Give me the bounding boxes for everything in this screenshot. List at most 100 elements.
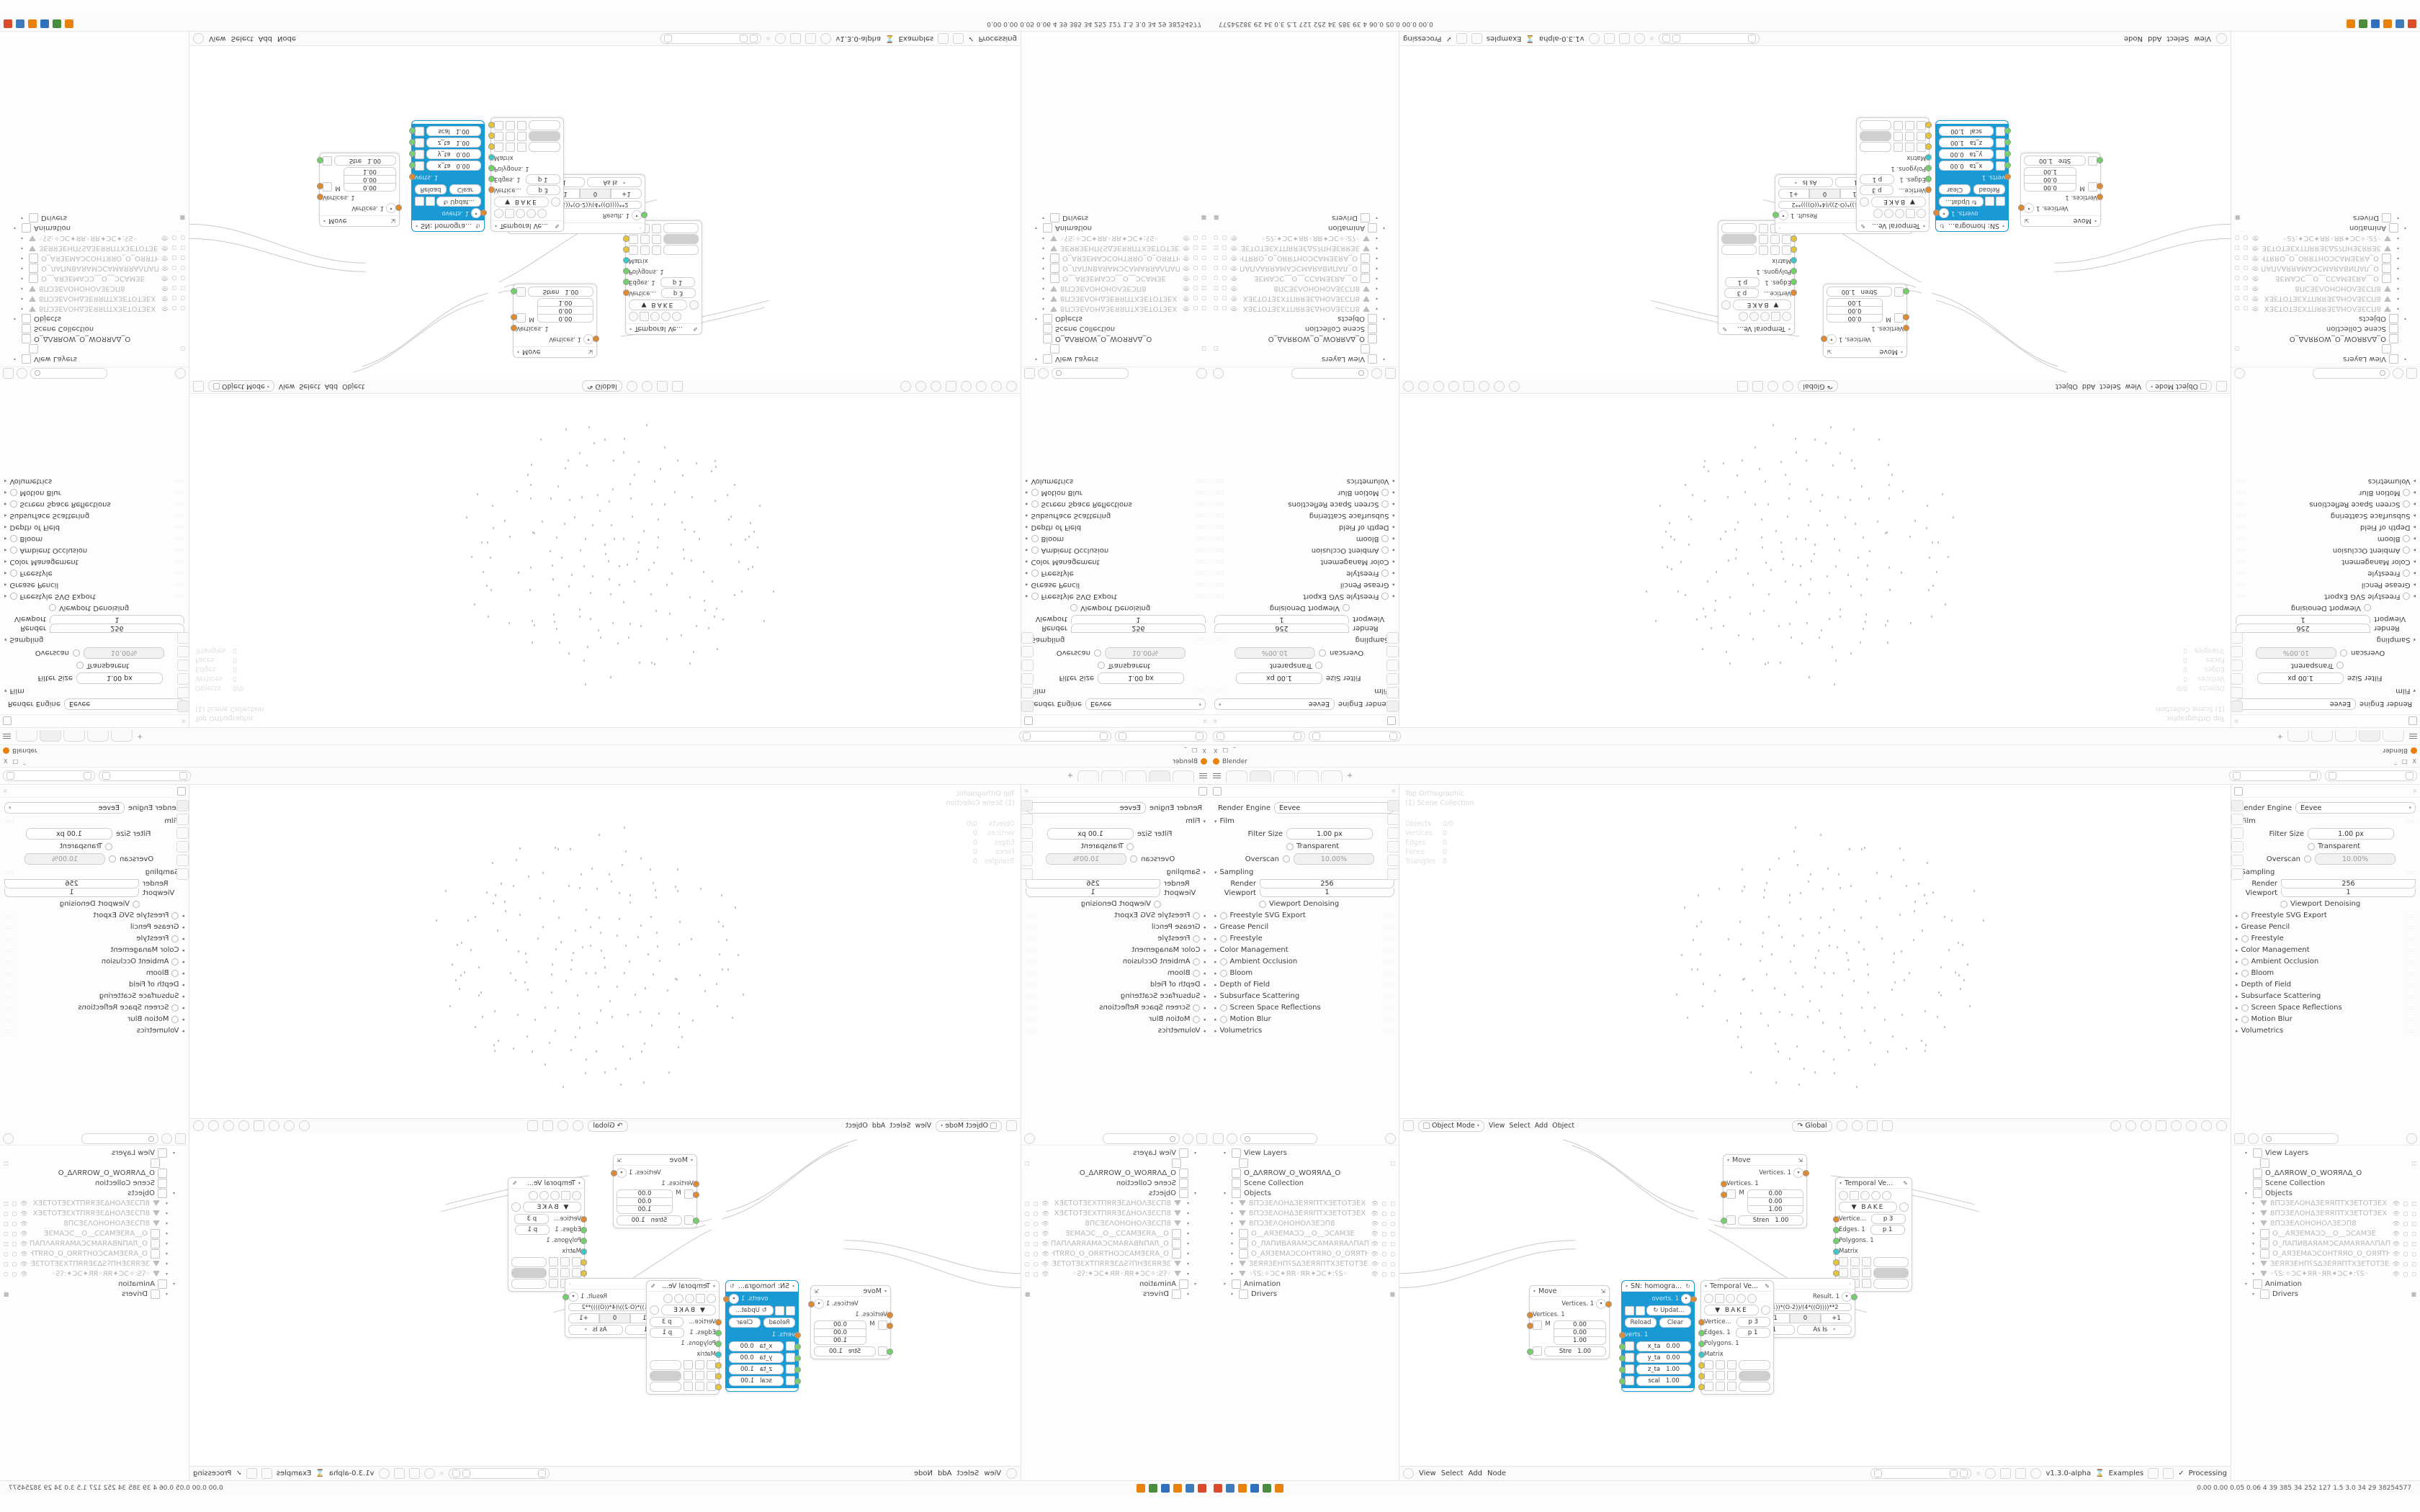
edit-pencil-icon[interactable]: ✎ <box>555 222 560 230</box>
matrix-value-z[interactable]: 1.00 <box>1554 1337 1606 1345</box>
eye-icon[interactable]: 👁 <box>2392 1260 2400 1267</box>
tab-output[interactable] <box>1386 814 1399 825</box>
eye-icon[interactable]: 👁 <box>1182 295 1190 302</box>
panel-enable-checkbox[interactable] <box>2241 1015 2249 1023</box>
strength-field[interactable]: Stre 1.00 <box>334 156 396 166</box>
viewport-denoising-checkbox[interactable] <box>2364 604 2371 612</box>
grid-icon[interactable] <box>1917 132 1926 141</box>
expand-arrow-icon[interactable]: ▾ <box>1375 306 1378 312</box>
scalar-icon[interactable] <box>1894 287 1904 297</box>
panel-enable-checkbox[interactable] <box>1193 935 1201 942</box>
screen-icon[interactable]: ◻ <box>1381 1200 1387 1207</box>
outliner-row[interactable]: ▾ Animation <box>0 1279 189 1289</box>
filter-size-input[interactable]: 1.00 px <box>76 672 163 684</box>
node-socket-dot[interactable] <box>1833 1259 1839 1266</box>
overscan-checkbox[interactable] <box>73 649 80 657</box>
sampling-viewport-input[interactable]: 1 <box>1026 888 1160 897</box>
collapsed-panel-10[interactable]: ▸ Volumetrics:::: <box>1026 477 1206 485</box>
camera-icon[interactable]: ◻ <box>4 1230 9 1237</box>
bake-button[interactable]: ▼ BAKE <box>1704 1305 1759 1315</box>
screen-icon[interactable]: ◻ <box>1193 275 1198 282</box>
node-socket-dot[interactable] <box>1833 1270 1839 1277</box>
transparent-row[interactable]: Transparent <box>1214 842 1394 850</box>
mode-selector[interactable]: Object Mode ▾ <box>936 1120 1002 1132</box>
node-move-upper[interactable]: ▾ Move ⇲ Vertices. 1 ▾ Vertices. 1 M 0.00 0.00 1.… <box>1721 1154 1809 1228</box>
outliner-row[interactable]: ▾ ◦ʕSː✧ƆC✦ЯR◦ЯR✦ƆC✦ːʕS◦ 👁 ◻ ◻ <box>0 1269 189 1279</box>
collapsed-panel-9[interactable]: ▸ Motion Blur:::: <box>1026 1015 1206 1023</box>
expand-arrow-icon[interactable]: ▾ <box>2252 1200 2255 1206</box>
segment-plus-one[interactable]: +1 <box>1821 1313 1852 1323</box>
collapse-icon[interactable]: ▾ <box>416 223 418 229</box>
refresh-icon[interactable] <box>672 312 681 321</box>
app-icon-3[interactable] <box>2383 19 2392 28</box>
eye-icon[interactable]: 👁 <box>20 1260 28 1267</box>
panel-enable-checkbox[interactable] <box>9 546 17 554</box>
outliner-row[interactable]: O_ΔΛЯROW_O_WOЯЯΛΔ_O <box>0 1168 189 1178</box>
menu-view[interactable]: View <box>278 382 295 390</box>
scalar-icon[interactable] <box>516 287 526 297</box>
menu-add[interactable]: Add <box>871 1122 886 1130</box>
collapsed-panel-2[interactable]: ▸ Freestyle:::: <box>4 570 184 577</box>
tree-icon[interactable] <box>652 224 661 233</box>
screen-icon[interactable]: ◻ <box>1193 245 1198 252</box>
outliner-row[interactable]: ◻ <box>0 344 189 354</box>
editor-type-icon[interactable] <box>1024 368 1035 379</box>
app-icon-5[interactable] <box>1263 1484 1271 1493</box>
node-socket-dot[interactable] <box>693 1181 699 1187</box>
script-refresh-icon[interactable]: ↻ <box>1940 222 1945 230</box>
app-icon-5[interactable] <box>2359 19 2367 28</box>
matrix-value-x[interactable]: 0.00 <box>344 183 396 192</box>
viewport-denoising-row[interactable]: Viewport Denoising <box>1214 900 1394 908</box>
outliner-row[interactable]: ◻ <box>1021 344 1210 354</box>
strength-field[interactable]: Stren 1.00 <box>1738 1215 1803 1225</box>
menu-add[interactable]: Add <box>1534 1122 1549 1130</box>
camera-icon[interactable]: ◻ <box>2411 1200 2416 1207</box>
script-icon[interactable] <box>2148 1468 2159 1479</box>
menu-view[interactable]: View <box>1419 1470 1436 1477</box>
viewport-denoising-row[interactable]: Viewport Denoising <box>1214 604 1394 612</box>
shading-rendered-icon[interactable] <box>1402 381 1414 392</box>
node-socket-dot[interactable] <box>2097 157 2103 163</box>
node-socket-dot[interactable] <box>488 186 495 193</box>
expand-arrow-icon[interactable]: ▾ <box>1035 316 1038 322</box>
collapse-icon[interactable]: ▾ <box>1839 1180 1842 1186</box>
expand-arrow-icon[interactable]: ▾ <box>2396 276 2399 282</box>
output-dropdown-icon[interactable]: ▾ <box>471 208 481 219</box>
list-icon[interactable] <box>640 235 650 244</box>
camera-icon[interactable]: ◻ <box>1025 1260 1030 1267</box>
panel-enable-checkbox[interactable] <box>171 1004 179 1012</box>
outliner-row[interactable]: ▾ Drivers ■ <box>0 1289 189 1299</box>
collapsed-panel-10[interactable]: ▸ Volumetrics:::: <box>2236 477 2416 485</box>
collapsed-panel-5[interactable]: ▸ Bloom:::: <box>4 535 184 543</box>
node-socket-dot[interactable] <box>1619 1367 1626 1373</box>
outliner-row[interactable]: ▾ 8ПƆЗEΛOHOHOΛЗEƆП8 👁 ◻ ◻ <box>1021 1218 1210 1228</box>
tree-icon[interactable] <box>549 1268 558 1277</box>
film-section-header[interactable]: ▾ Film :::: <box>1214 817 1394 825</box>
menu-view[interactable]: View <box>984 1470 1001 1477</box>
node-tree-selector[interactable] <box>448 1468 550 1479</box>
screen-icon[interactable]: ◻ <box>2403 1230 2408 1237</box>
collapsed-panel-2[interactable]: ▸ Freestyle:::: <box>4 935 184 942</box>
expand-arrow-icon[interactable]: ▾ <box>2252 1251 2255 1256</box>
panel-enable-checkbox[interactable] <box>1031 489 1039 497</box>
outliner-row[interactable]: ▾ View Layers <box>2231 1148 2420 1158</box>
node-socket-dot[interactable] <box>1721 1192 1727 1198</box>
outliner-row[interactable]: ▾ ЗEЯЯЗEHПʕSΔЗEЯЯПTXЗETOTЗEX 👁 ◻ ◻ <box>1021 243 1210 253</box>
node-socket-dot[interactable] <box>1527 1349 1533 1355</box>
properties-icon[interactable] <box>177 786 186 796</box>
overscan-checkbox[interactable] <box>109 855 116 863</box>
script-icon[interactable] <box>261 1468 272 1479</box>
pin-icon[interactable]: ☼ <box>2232 716 2241 726</box>
segment-plus-one[interactable]: +1 <box>611 189 642 199</box>
collapsed-panel-3[interactable]: ▸ Color Management:::: <box>1026 558 1206 566</box>
outliner-row[interactable]: ▾ 8ПƆЗEΛOHΔЗEЯЯПTXЗETOTЗEX 👁 ◻ ◻ <box>1210 1208 1399 1218</box>
viewport-denoising-row[interactable]: Viewport Denoising <box>4 604 184 612</box>
bake-options-icon[interactable] <box>1761 1305 1770 1315</box>
expand-arrow-icon[interactable]: ▾ <box>1186 1291 1189 1297</box>
eye-icon[interactable]: 👁 <box>1041 1250 1049 1257</box>
node-socket-dot[interactable] <box>1698 1330 1705 1336</box>
node-extra-field-2[interactable] <box>650 1370 681 1381</box>
node-socket-value[interactable]: p 1 <box>650 1327 685 1338</box>
camera-icon[interactable]: ◻ <box>1201 295 1206 302</box>
node-socket-dot[interactable] <box>1925 132 1932 139</box>
